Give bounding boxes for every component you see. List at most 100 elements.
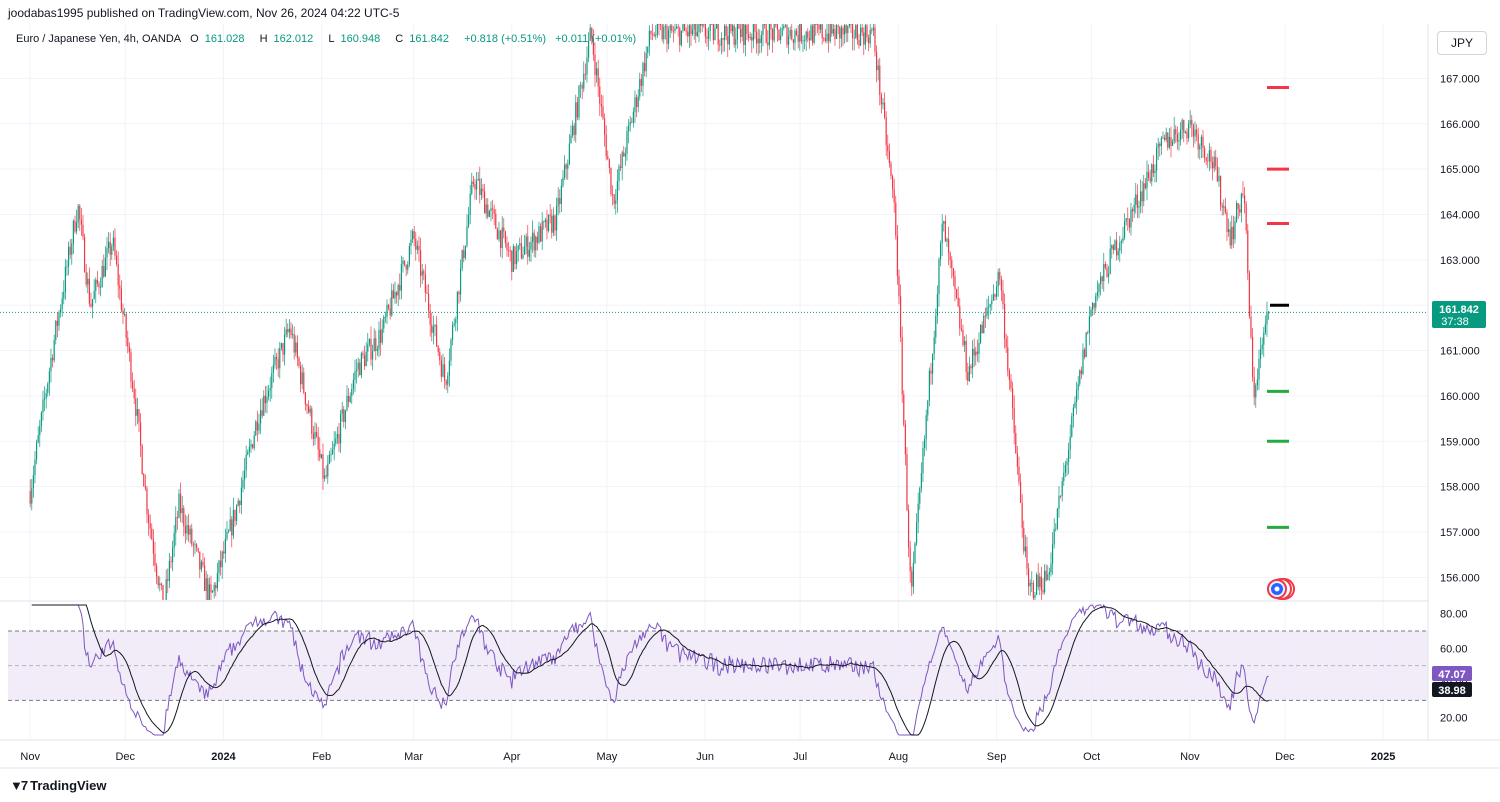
candle-body	[79, 205, 81, 220]
candle-body	[1151, 164, 1153, 182]
candle-body	[88, 278, 90, 304]
candle-body	[919, 488, 921, 504]
candle-body	[104, 257, 106, 277]
candle-body	[981, 324, 983, 334]
candle-body	[578, 85, 580, 118]
candle-body	[405, 265, 407, 270]
candle-body	[144, 486, 146, 489]
candle-body	[83, 236, 86, 272]
low-label: L	[328, 33, 335, 45]
candle-body	[448, 360, 450, 376]
candle-body	[1218, 175, 1220, 182]
candle-body	[1011, 388, 1014, 408]
candle-body	[707, 30, 710, 39]
price-tick-label: 164.000	[1440, 209, 1480, 221]
candle-body	[1149, 177, 1151, 182]
rsi-ma-badge: 38.98	[1432, 682, 1472, 697]
candle-body	[192, 544, 194, 546]
candle-body	[464, 245, 466, 259]
candle-body	[845, 25, 847, 34]
candle-body	[592, 38, 594, 55]
candle-body	[1034, 594, 1036, 598]
candle-body	[627, 125, 630, 131]
candle-body	[565, 164, 567, 169]
candle-body	[29, 491, 31, 504]
candle-body	[895, 202, 897, 236]
candle-body	[807, 31, 809, 39]
candle-body	[797, 34, 799, 42]
candle-body	[231, 519, 233, 536]
candle-body	[986, 307, 988, 317]
candle-body	[735, 39, 737, 45]
brand-name: TradingView	[30, 778, 107, 793]
candle-body	[512, 246, 514, 272]
candle-body	[151, 528, 153, 540]
candle-body	[363, 355, 366, 367]
candle-body	[48, 371, 50, 384]
candle-body	[64, 266, 66, 292]
candle-body	[1010, 379, 1012, 389]
candle-body	[935, 315, 937, 338]
symbol-name[interactable]: Euro / Japanese Yen, 4h, OANDA	[16, 33, 182, 45]
candle-body	[117, 264, 119, 286]
candle-body	[1109, 248, 1111, 274]
candle-body	[997, 272, 999, 287]
target-icon[interactable]	[1267, 578, 1295, 600]
candle-body	[751, 36, 753, 41]
time-axis[interactable]: Nov Dec 2024 Feb Mar Apr May Jun Jul Aug Sep Oct Nov…	[20, 751, 1395, 763]
candle-body	[280, 343, 282, 348]
candle-body	[266, 396, 268, 403]
candle-body	[1101, 276, 1103, 282]
candle-body	[903, 394, 905, 425]
candle-body	[759, 38, 761, 43]
candle-body	[525, 236, 527, 247]
candle-body	[237, 500, 239, 506]
candle-body	[245, 454, 247, 471]
tradingview-brand[interactable]: ▼7 TradingView	[10, 778, 106, 793]
currency-button[interactable]: JPY	[1437, 31, 1487, 55]
candle-body	[381, 328, 383, 343]
candle-body	[264, 395, 266, 403]
candle-body	[666, 25, 668, 44]
candle-body	[551, 215, 553, 233]
candle-body	[643, 63, 646, 72]
time-tick-label: Nov	[1180, 751, 1200, 763]
candle-body	[1147, 171, 1150, 178]
candle-body	[336, 434, 338, 439]
candle-body	[355, 369, 358, 372]
price-tick-label: 158.000	[1440, 482, 1480, 494]
candle-body	[1247, 230, 1249, 274]
candle-body	[962, 329, 964, 345]
candle-body	[517, 245, 519, 252]
candle-body	[1187, 123, 1190, 139]
candle-body	[779, 35, 782, 41]
candle-body	[514, 246, 516, 265]
candle-body	[312, 433, 314, 439]
close-value: 161.842	[409, 33, 450, 45]
candle-body	[603, 118, 606, 135]
rsi-tick-label: 80.00	[1440, 609, 1468, 621]
candle-body	[559, 197, 561, 204]
candle-body	[1200, 136, 1202, 146]
candle-body	[122, 310, 124, 315]
candle-body	[1112, 245, 1114, 250]
candle-body	[315, 432, 318, 437]
candle-body	[602, 106, 604, 119]
candle-body	[843, 25, 846, 35]
candle-body	[538, 226, 540, 243]
candle-body	[210, 584, 212, 593]
candle-body	[509, 250, 511, 252]
candle-body	[645, 52, 647, 72]
candle-body	[317, 436, 319, 450]
candle-body	[999, 272, 1001, 280]
candle-body	[963, 341, 966, 345]
time-tick-label: Aug	[889, 751, 909, 763]
candle-body	[826, 33, 828, 41]
candle-body	[445, 380, 447, 385]
candle-body	[322, 454, 324, 479]
price-axis[interactable]: 156.000 157.000 158.000 159.000 160.000 161.0…	[1440, 73, 1480, 584]
price-badge-value: 161.842	[1439, 304, 1479, 316]
candle-body	[663, 27, 665, 40]
candle-body	[711, 24, 713, 25]
